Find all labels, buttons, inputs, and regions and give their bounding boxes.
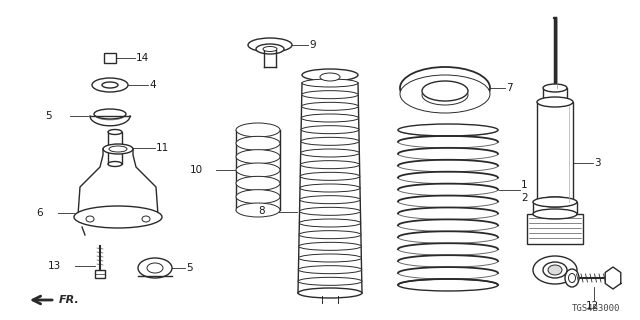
Text: 2: 2 [521, 193, 527, 203]
Text: TGS4B3000: TGS4B3000 [572, 304, 620, 313]
Ellipse shape [302, 79, 358, 87]
Ellipse shape [300, 161, 360, 169]
Bar [95, 270, 105, 278]
Text: 4: 4 [149, 80, 156, 90]
Ellipse shape [299, 219, 361, 227]
Text: 8: 8 [258, 206, 264, 217]
Ellipse shape [300, 172, 360, 180]
Ellipse shape [300, 207, 360, 215]
Ellipse shape [298, 288, 362, 298]
Ellipse shape [300, 184, 360, 192]
Ellipse shape [74, 206, 162, 228]
Ellipse shape [537, 97, 573, 107]
Ellipse shape [533, 256, 577, 284]
Ellipse shape [236, 150, 280, 164]
Ellipse shape [398, 124, 498, 136]
Ellipse shape [138, 258, 172, 278]
Ellipse shape [298, 277, 362, 285]
Ellipse shape [236, 163, 280, 177]
Ellipse shape [543, 84, 567, 92]
Text: 1: 1 [521, 180, 527, 190]
Ellipse shape [147, 263, 163, 273]
Ellipse shape [108, 162, 122, 166]
Ellipse shape [400, 67, 490, 109]
Text: 6: 6 [36, 208, 43, 218]
Polygon shape [605, 267, 621, 289]
Text: 7: 7 [506, 83, 513, 93]
Bar [104, 53, 116, 63]
Ellipse shape [543, 98, 567, 106]
Text: FR.: FR. [59, 295, 80, 305]
Text: 11: 11 [156, 143, 169, 153]
Bar [108, 132, 122, 164]
Ellipse shape [400, 75, 490, 113]
Ellipse shape [248, 38, 292, 52]
Ellipse shape [568, 274, 575, 283]
Ellipse shape [302, 91, 358, 99]
Ellipse shape [236, 136, 280, 150]
Ellipse shape [300, 196, 360, 204]
Bar [537, 102, 573, 202]
Ellipse shape [96, 112, 124, 120]
Ellipse shape [565, 269, 579, 287]
Ellipse shape [301, 137, 359, 145]
Ellipse shape [533, 197, 577, 207]
Ellipse shape [86, 216, 94, 222]
Ellipse shape [256, 44, 284, 54]
Ellipse shape [236, 123, 280, 137]
Text: 10: 10 [190, 165, 203, 175]
Text: 12: 12 [586, 301, 599, 311]
Ellipse shape [299, 231, 361, 239]
Bar [543, 88, 567, 102]
Ellipse shape [236, 190, 280, 204]
Ellipse shape [102, 82, 118, 88]
Ellipse shape [422, 85, 468, 105]
Ellipse shape [398, 279, 498, 291]
Ellipse shape [548, 265, 562, 275]
Ellipse shape [142, 216, 150, 222]
Ellipse shape [301, 102, 358, 110]
Ellipse shape [301, 126, 359, 134]
Ellipse shape [236, 203, 280, 217]
Ellipse shape [108, 130, 122, 134]
Bar [533, 202, 577, 214]
Ellipse shape [299, 242, 362, 250]
Ellipse shape [92, 78, 128, 92]
Ellipse shape [263, 46, 277, 52]
Ellipse shape [103, 144, 133, 154]
Ellipse shape [94, 109, 126, 119]
Ellipse shape [320, 73, 340, 81]
Bar [527, 214, 583, 244]
Ellipse shape [302, 69, 358, 81]
Text: 5: 5 [45, 111, 52, 121]
Ellipse shape [301, 114, 358, 122]
Ellipse shape [537, 197, 573, 207]
Text: 5: 5 [186, 263, 193, 273]
Ellipse shape [298, 254, 362, 262]
Ellipse shape [301, 149, 360, 157]
Text: 13: 13 [48, 261, 61, 271]
Ellipse shape [422, 81, 468, 101]
Text: 9: 9 [309, 40, 316, 50]
Ellipse shape [533, 209, 577, 219]
Ellipse shape [236, 176, 280, 190]
Text: 14: 14 [136, 53, 149, 63]
Ellipse shape [298, 266, 362, 274]
Text: 3: 3 [594, 158, 600, 168]
Ellipse shape [109, 146, 127, 152]
Ellipse shape [543, 262, 567, 278]
